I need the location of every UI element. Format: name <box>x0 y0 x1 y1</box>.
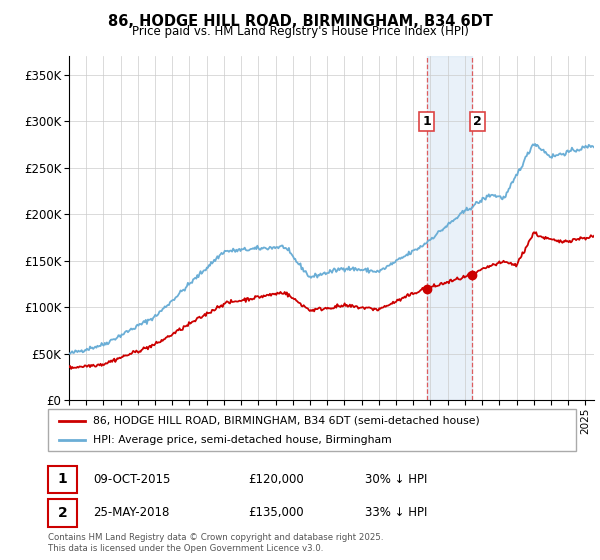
Text: Price paid vs. HM Land Registry's House Price Index (HPI): Price paid vs. HM Land Registry's House … <box>131 25 469 38</box>
Bar <box>427 56 472 400</box>
Text: 30% ↓ HPI: 30% ↓ HPI <box>365 473 427 486</box>
Text: 1: 1 <box>58 472 67 486</box>
Text: 09-OCT-2015: 09-OCT-2015 <box>93 473 170 486</box>
Text: 86, HODGE HILL ROAD, BIRMINGHAM, B34 6DT: 86, HODGE HILL ROAD, BIRMINGHAM, B34 6DT <box>107 14 493 29</box>
Bar <box>48 466 77 493</box>
Text: 2: 2 <box>473 115 482 128</box>
Bar <box>48 500 77 526</box>
Text: 2: 2 <box>58 506 67 520</box>
Text: 1: 1 <box>422 115 431 128</box>
Text: £120,000: £120,000 <box>248 473 304 486</box>
Text: 33% ↓ HPI: 33% ↓ HPI <box>365 506 427 520</box>
Text: HPI: Average price, semi-detached house, Birmingham: HPI: Average price, semi-detached house,… <box>93 435 392 445</box>
Text: Contains HM Land Registry data © Crown copyright and database right 2025.
This d: Contains HM Land Registry data © Crown c… <box>48 533 383 553</box>
Text: 25-MAY-2018: 25-MAY-2018 <box>93 506 169 520</box>
Text: 86, HODGE HILL ROAD, BIRMINGHAM, B34 6DT (semi-detached house): 86, HODGE HILL ROAD, BIRMINGHAM, B34 6DT… <box>93 416 479 426</box>
Text: £135,000: £135,000 <box>248 506 304 520</box>
